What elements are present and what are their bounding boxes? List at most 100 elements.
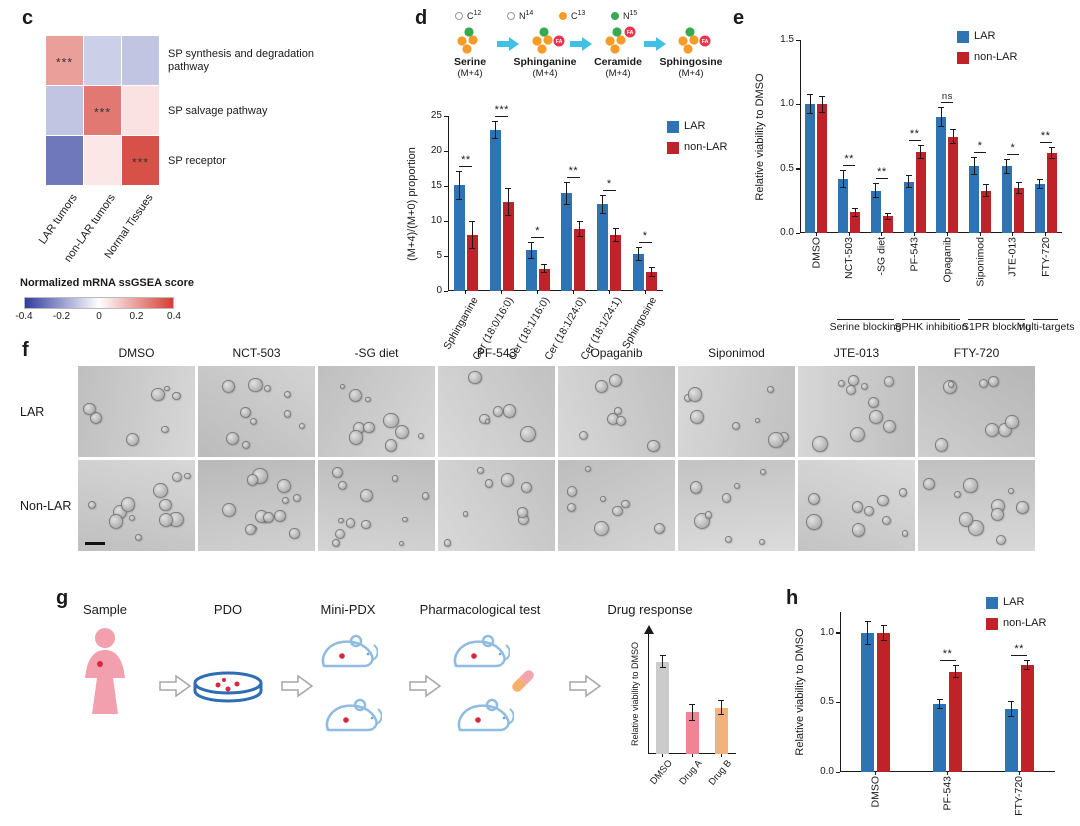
significance-label: * — [642, 229, 648, 242]
workflow-arrow-icon — [280, 672, 314, 700]
error-cap — [492, 137, 499, 139]
x-tick-label: Siponimod — [974, 237, 987, 287]
legend-swatch — [986, 618, 998, 630]
organoid — [292, 493, 302, 502]
error-cap — [505, 215, 512, 217]
error-cap — [648, 266, 655, 268]
organoid — [348, 430, 364, 445]
significance-label: ** — [942, 648, 953, 661]
bar-non-LAR — [915, 151, 926, 233]
error-cap — [864, 644, 871, 645]
error-cap — [840, 170, 847, 172]
legend-swatch — [667, 142, 679, 154]
error-cap — [612, 241, 619, 243]
significance-line — [459, 166, 473, 167]
organoid — [159, 498, 172, 512]
bar-LAR — [861, 632, 875, 772]
isotope-label: N14 — [519, 10, 534, 21]
treatment-group-label: S1PR blocking — [962, 321, 1031, 333]
workflow-step-label: PDO — [213, 602, 243, 617]
organoid — [334, 529, 346, 540]
heatmap-cell: *** — [84, 86, 121, 135]
legend-swatch — [957, 31, 969, 43]
error-cap — [905, 175, 912, 177]
error-bar — [494, 122, 496, 138]
error-cap — [852, 216, 859, 218]
error-cap — [689, 719, 695, 721]
bar-response — [714, 707, 728, 754]
significance-line — [1039, 142, 1052, 144]
organoid — [240, 406, 252, 418]
error-cap — [469, 221, 476, 223]
error-cap — [917, 144, 924, 146]
colorbar-tick-label: 0 — [96, 311, 102, 322]
metabolite-name: Sphinganine — [513, 56, 577, 68]
error-cap — [1015, 193, 1022, 195]
organoid — [383, 412, 399, 429]
error-bar — [458, 172, 460, 199]
x-tick-mark — [465, 291, 467, 294]
error-cap — [1048, 158, 1055, 160]
bar-non-LAR — [574, 229, 586, 291]
y-tick-label: 0 — [436, 285, 442, 296]
organoid — [851, 523, 866, 537]
error-cap — [1036, 187, 1043, 189]
y-tick-mark — [796, 232, 800, 234]
error-bar — [543, 265, 545, 273]
heatmap-cell — [122, 36, 159, 85]
error-bar — [920, 145, 922, 159]
organoid — [247, 377, 263, 393]
pathway-arrow-icon — [644, 36, 666, 52]
organoid — [221, 502, 237, 517]
organoid-image — [198, 460, 315, 551]
organoid-image — [678, 366, 795, 457]
error-cap — [492, 121, 499, 123]
error-bar — [720, 701, 722, 715]
error-bar — [854, 208, 856, 217]
bar-non-LAR — [1020, 664, 1034, 772]
significance-label: ** — [568, 164, 579, 177]
significance-stars: *** — [55, 54, 73, 69]
organoid-image — [798, 366, 915, 457]
bar-LAR — [1034, 184, 1045, 233]
organoid — [947, 381, 955, 388]
panel-label-h: h — [786, 587, 799, 609]
error-cap — [880, 624, 887, 626]
organoid — [705, 511, 713, 519]
metabolite-mass-label: (M+4) — [532, 68, 558, 79]
organoid — [263, 384, 271, 393]
organoid — [338, 517, 344, 524]
y-axis-label: Relative viability to DMSO — [794, 628, 806, 756]
bar-LAR — [805, 104, 816, 233]
organoid — [616, 416, 627, 427]
error-bar — [973, 158, 975, 174]
bar-group: ** — [870, 40, 893, 233]
metabolite-name: Sphingosine — [659, 56, 723, 68]
x-tick-mark — [608, 291, 610, 294]
organoid-row-label: LAR — [20, 404, 45, 419]
error-bar — [985, 185, 987, 196]
patient-icon — [77, 626, 133, 718]
error-cap — [469, 247, 476, 249]
bar-LAR — [633, 253, 645, 291]
metabolite: Serine (M+4) — [434, 26, 506, 79]
bar-LAR — [489, 130, 501, 291]
mouse-icon — [322, 696, 383, 742]
organoid — [120, 497, 136, 512]
organoid — [867, 396, 880, 409]
error-cap — [983, 195, 990, 197]
organoid — [647, 439, 660, 453]
pdx-viability-bar-chart: 0.0 0.5 1.0 Relative viability to DMSO DMSO *… — [790, 590, 1080, 826]
svg-text:FA: FA — [702, 39, 709, 45]
panel-label-e: e — [733, 7, 745, 29]
organoid-col-label: FTY-720 — [953, 346, 1000, 360]
organoid — [579, 430, 589, 440]
organoid — [733, 482, 740, 489]
bar-LAR — [933, 703, 946, 772]
heatmap-cell — [122, 86, 159, 135]
treatment-group-line — [836, 319, 895, 320]
metabolite-mass-label: (M+4) — [678, 68, 704, 79]
y-tick-label: 1.5 — [780, 34, 794, 45]
bar-response — [685, 712, 699, 754]
svg-text:FA: FA — [627, 30, 634, 36]
